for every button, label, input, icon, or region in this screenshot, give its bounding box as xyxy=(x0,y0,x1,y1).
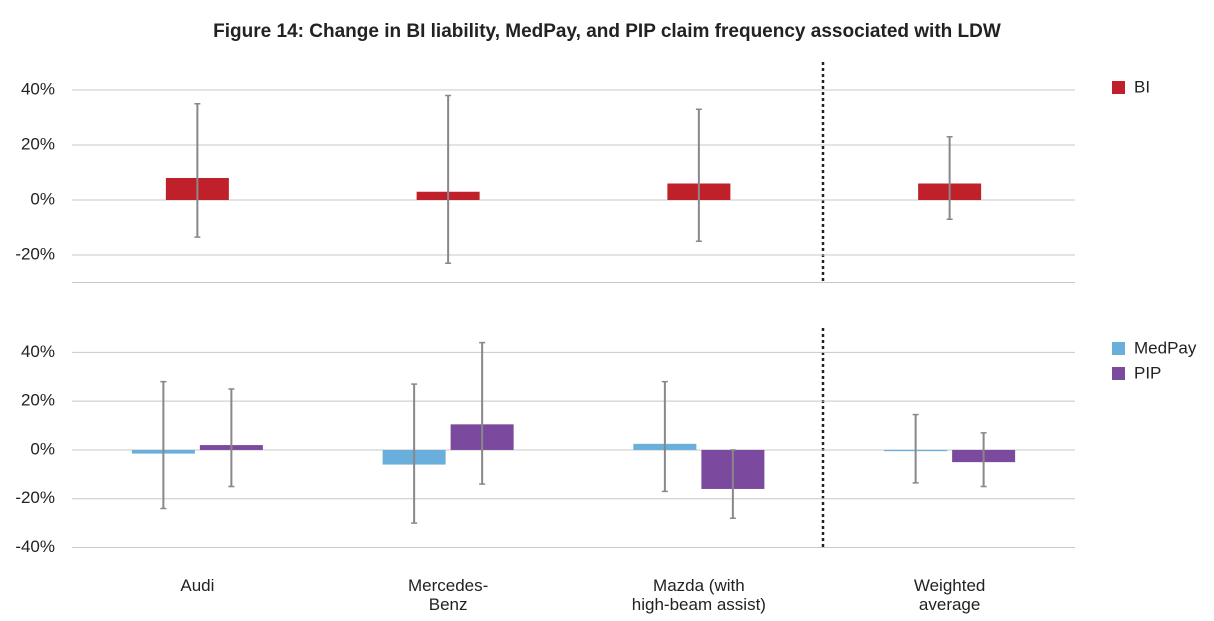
legend-label: BI xyxy=(1134,77,1150,96)
y-tick-label: 20% xyxy=(21,391,55,410)
x-tick-label: Audi xyxy=(180,576,215,595)
legend-swatch xyxy=(1112,342,1125,355)
legend-swatch xyxy=(1112,81,1125,94)
y-tick-label: 0% xyxy=(30,439,55,458)
legend-label: MedPay xyxy=(1134,338,1197,357)
y-tick-label: -20% xyxy=(15,244,55,263)
y-tick-label: 40% xyxy=(21,342,55,361)
y-tick-label: 40% xyxy=(21,79,55,98)
y-tick-label: 0% xyxy=(30,189,55,208)
y-tick-label: -40% xyxy=(15,537,55,556)
x-tick-label: Mazda (with high-beam assist) xyxy=(631,576,766,614)
y-tick-label: -20% xyxy=(15,488,55,507)
x-tick-label: Weighted average xyxy=(913,576,986,614)
legend-swatch xyxy=(1112,367,1125,380)
legend-label: PIP xyxy=(1134,363,1161,382)
y-tick-label: 20% xyxy=(21,134,55,153)
x-tick-label: Mercedes- Benz xyxy=(407,576,489,614)
chart-title: Figure 14: Change in BI liability, MedPa… xyxy=(213,21,1001,42)
